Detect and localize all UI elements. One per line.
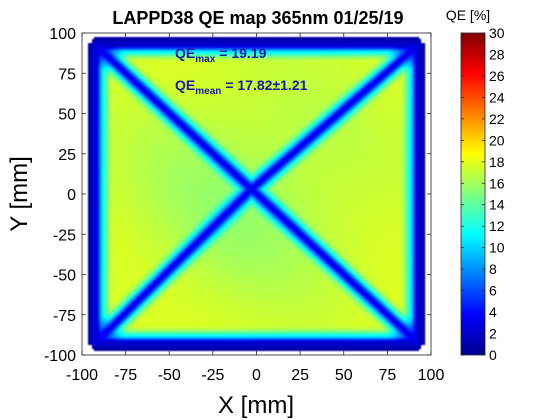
x-tick-label: 100: [418, 367, 445, 384]
colorbar-tick-label: 20: [489, 132, 505, 148]
colorbar-tick-label: 16: [489, 175, 505, 191]
colorbar-label: QE [%]: [446, 7, 490, 23]
y-tick-label: -25: [53, 227, 76, 244]
colorbar-tick-label: 8: [489, 261, 497, 277]
qe-heatmap: [82, 33, 431, 355]
y-tick-label: -75: [53, 308, 76, 325]
colorbar-tick-label: 22: [489, 111, 505, 127]
y-tick-label: -50: [53, 268, 76, 285]
x-tick-label: -100: [66, 367, 98, 384]
qe-max-annotation: QEmax = 19.19: [175, 45, 267, 65]
x-tick-label: 0: [252, 367, 261, 384]
plot-axes: -100 -75 -50 -25 0 25 50 75 100 100 75 50 25 0 -25 -50 -…: [44, 26, 444, 384]
y-tick-label: 50: [58, 107, 76, 124]
heatmap-plot: [82, 33, 431, 355]
x-tick-label: 25: [291, 367, 309, 384]
y-tick-label: 0: [67, 187, 76, 204]
colorbar-tick-label: 6: [489, 283, 497, 299]
colorbar-tick-label: 2: [489, 326, 497, 342]
qe-max-subscript: max: [195, 54, 215, 65]
colorbar-tick-label: 30: [489, 25, 505, 41]
x-tick-label: -50: [158, 367, 181, 384]
x-tick-label: 50: [335, 367, 353, 384]
y-axis-label: Y [mm]: [6, 156, 33, 232]
y-tick-label: 100: [49, 26, 76, 43]
colorbar-tick-label: 28: [489, 46, 505, 62]
qe-max-value: = 19.19: [219, 45, 266, 61]
qe-mean-label: QE: [175, 77, 195, 93]
x-tick-label: 75: [378, 367, 396, 384]
colorbar-gradient: [460, 32, 486, 356]
qe-annotations: QEmax = 19.19 QEmean = 17.82±1.21: [175, 45, 308, 97]
qe-mean-value: = 17.82±1.21: [225, 77, 307, 93]
y-tick-label: 75: [58, 66, 76, 83]
x-tick-label: -75: [114, 367, 137, 384]
qe-mean-annotation: QEmean = 17.82±1.21: [175, 77, 308, 97]
colorbar-tick-label: 4: [489, 304, 497, 320]
qe-mean-subscript: mean: [195, 86, 221, 97]
x-tick-label: -25: [201, 367, 224, 384]
x-axis-label: X [mm]: [218, 392, 294, 419]
colorbar-tick-label: 0: [489, 347, 497, 363]
colorbar-tick-label: 12: [489, 218, 505, 234]
colorbar-tick-label: 24: [489, 89, 505, 105]
colorbar-tick-label: 18: [489, 154, 505, 170]
y-tick-label: 25: [58, 147, 76, 164]
colorbar-tick-label: 14: [489, 197, 505, 213]
qe-max-label: QE: [175, 45, 195, 61]
chart-title: LAPPD38 QE map 365nm 01/25/19: [112, 8, 403, 28]
colorbar-tick-label: 10: [489, 240, 505, 256]
y-tick-label: -100: [44, 348, 76, 365]
colorbar-tick-label: 26: [489, 68, 505, 84]
